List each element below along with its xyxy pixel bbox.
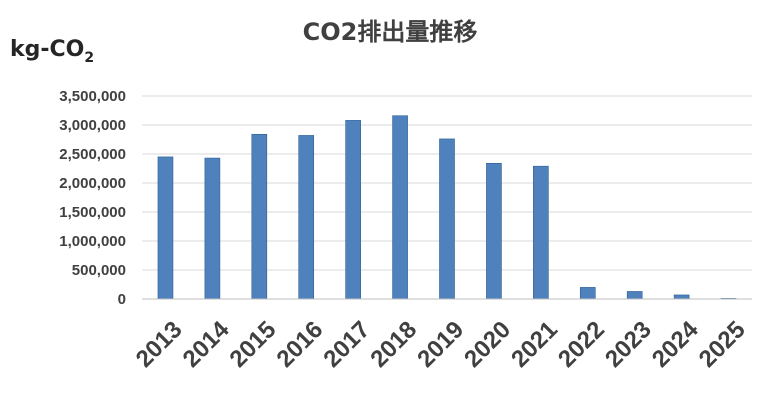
y-axis-unit-subscript: 2 — [84, 50, 94, 66]
y-axis-ticks: 0 500,000 1,000,000 1,500,000 2,000,000 2,500… — [59, 88, 126, 308]
x-tick-label: 2017 — [318, 316, 375, 373]
bars — [157, 115, 737, 300]
y-tick-label: 0 — [118, 291, 126, 308]
x-tick-label: 2024 — [647, 316, 704, 373]
x-tick-label: 2015 — [225, 316, 282, 373]
x-tick-label: 2023 — [600, 316, 657, 373]
x-tick-label: 2016 — [272, 316, 329, 373]
bar-2013 — [157, 156, 174, 300]
x-tick-label: 2021 — [506, 316, 563, 373]
x-tick-label: 2022 — [553, 316, 610, 373]
bar-2014 — [204, 157, 221, 300]
y-axis-unit-main: kg-CO — [10, 37, 84, 62]
bar-2024 — [673, 294, 690, 300]
y-tick-label: 1,500,000 — [59, 204, 126, 221]
x-tick-label: 2019 — [412, 316, 469, 373]
y-tick-label: 3,500,000 — [59, 88, 126, 105]
bar-2021 — [533, 165, 549, 300]
x-tick-label: 2013 — [131, 316, 188, 373]
x-axis-ticks: 2013201420152016201720182019202020212022… — [131, 316, 751, 373]
y-axis-unit-label: kg-CO2 — [10, 37, 94, 66]
bar-2020 — [486, 162, 502, 300]
y-tick-label: 3,000,000 — [59, 117, 126, 134]
bar-2015 — [251, 133, 268, 300]
bar-2023 — [626, 291, 643, 300]
y-tick-label: 2,000,000 — [59, 175, 126, 192]
x-tick-label: 2025 — [694, 316, 751, 373]
x-tick-label: 2020 — [459, 316, 516, 373]
bar-2017 — [345, 120, 361, 300]
y-tick-label: 2,500,000 — [59, 146, 126, 163]
y-tick-label: 500,000 — [72, 262, 126, 279]
x-tick-label: 2014 — [178, 316, 235, 373]
chart-title: CO2排出量推移 — [303, 18, 478, 46]
bar-2022 — [579, 287, 596, 300]
bar-2019 — [439, 138, 455, 300]
x-tick-label: 2018 — [365, 316, 422, 373]
bar-2018 — [392, 115, 408, 300]
bar-2016 — [298, 135, 315, 300]
y-tick-label: 1,000,000 — [59, 233, 126, 250]
